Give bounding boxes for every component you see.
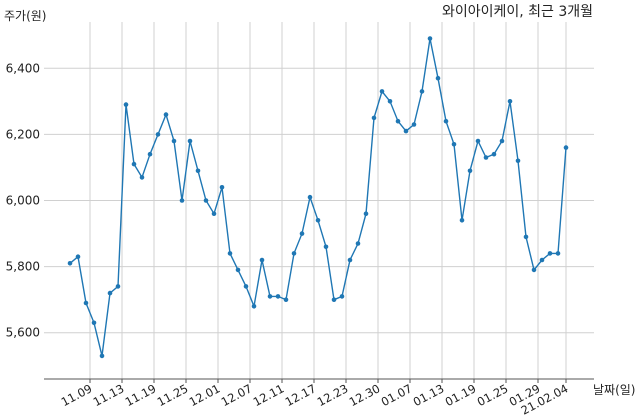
- price-points: [67, 36, 569, 359]
- x-tick-label: 01.19: [443, 381, 479, 409]
- x-axis-label: 날짜(일): [593, 383, 635, 397]
- data-point: [75, 254, 81, 259]
- data-point: [179, 198, 185, 203]
- data-point: [355, 241, 361, 246]
- y-gridlines: [44, 67, 594, 334]
- data-point: [491, 151, 497, 157]
- data-point: [147, 151, 153, 157]
- data-point: [235, 267, 241, 273]
- data-point: [139, 175, 145, 180]
- x-tick-label: 12.23: [315, 381, 351, 409]
- data-point: [291, 251, 297, 256]
- data-point: [323, 244, 329, 250]
- data-point: [331, 297, 337, 303]
- data-point: [107, 290, 113, 296]
- data-point: [251, 304, 257, 309]
- y-tick-label: 5,800: [6, 260, 40, 274]
- x-tick-label: 12.30: [347, 381, 383, 409]
- data-point: [123, 102, 129, 107]
- x-tick-label: 01.07: [379, 381, 415, 409]
- price-series-line: [69, 38, 567, 357]
- data-point: [539, 257, 545, 263]
- data-point: [395, 118, 401, 124]
- data-point: [379, 89, 385, 94]
- data-point: [243, 284, 249, 289]
- x-gridlines: [89, 22, 567, 383]
- data-point: [467, 168, 473, 174]
- data-point: [403, 128, 409, 134]
- data-point: [523, 234, 529, 240]
- y-tick-label: 6,400: [6, 61, 40, 75]
- x-tick-labels: 11.0911.1311.1911.2512.0112.0712.1112.17…: [59, 381, 571, 417]
- y-tick-labels: 5,600 5,800 6,000 6,200 6,400: [6, 61, 40, 339]
- data-point: [171, 138, 177, 144]
- data-point: [419, 89, 425, 94]
- data-point: [115, 284, 121, 289]
- data-point: [443, 118, 449, 124]
- data-point: [219, 185, 225, 190]
- data-point: [507, 99, 513, 104]
- data-point: [203, 198, 209, 203]
- data-point: [475, 138, 481, 144]
- data-point: [547, 251, 553, 256]
- chart-title: 와이아이케이, 최근 3개월: [442, 4, 593, 20]
- data-point: [499, 138, 505, 144]
- x-tick-label: 12.17: [283, 381, 319, 409]
- data-point: [427, 36, 433, 41]
- data-point: [563, 145, 569, 150]
- data-point: [315, 218, 321, 223]
- x-tick-label: 01.25: [475, 381, 511, 409]
- y-axis-label: 주가(원): [4, 9, 46, 23]
- data-point: [187, 138, 193, 144]
- data-point: [267, 294, 273, 299]
- data-point: [451, 142, 457, 147]
- x-tick-label: 11.19: [123, 381, 159, 409]
- data-point: [435, 75, 441, 81]
- data-point: [195, 168, 201, 174]
- data-point: [83, 300, 89, 306]
- data-point: [299, 231, 305, 236]
- data-point: [371, 115, 377, 121]
- data-point: [363, 211, 369, 216]
- data-point: [91, 320, 97, 326]
- data-point: [211, 211, 217, 216]
- data-point: [67, 261, 73, 266]
- data-point: [515, 158, 521, 164]
- data-point: [99, 353, 105, 359]
- data-point: [459, 218, 465, 223]
- x-tick-label: 12.07: [219, 381, 255, 409]
- y-tick-label: 5,600: [6, 326, 40, 340]
- data-point: [227, 251, 233, 256]
- data-point: [483, 155, 489, 160]
- data-point: [387, 99, 393, 104]
- x-tick-label: 12.01: [187, 381, 223, 409]
- y-tick-label: 6,000: [6, 194, 40, 208]
- x-tick-label: 01.13: [411, 381, 447, 409]
- x-tick-label: 11.13: [91, 381, 127, 409]
- data-point: [347, 257, 353, 263]
- data-point: [555, 251, 561, 256]
- data-point: [411, 122, 417, 127]
- data-point: [307, 194, 313, 200]
- data-point: [259, 257, 265, 263]
- data-point: [163, 112, 169, 117]
- data-point: [283, 297, 289, 303]
- data-point: [531, 267, 537, 273]
- data-point: [131, 161, 137, 167]
- x-tick-label: 11.25: [155, 381, 191, 409]
- y-tick-label: 6,200: [6, 127, 40, 141]
- data-point: [155, 132, 161, 137]
- data-point: [339, 294, 345, 299]
- x-tick-label: 11.09: [59, 381, 95, 409]
- data-point: [275, 294, 281, 299]
- x-tick-label: 12.11: [251, 381, 287, 409]
